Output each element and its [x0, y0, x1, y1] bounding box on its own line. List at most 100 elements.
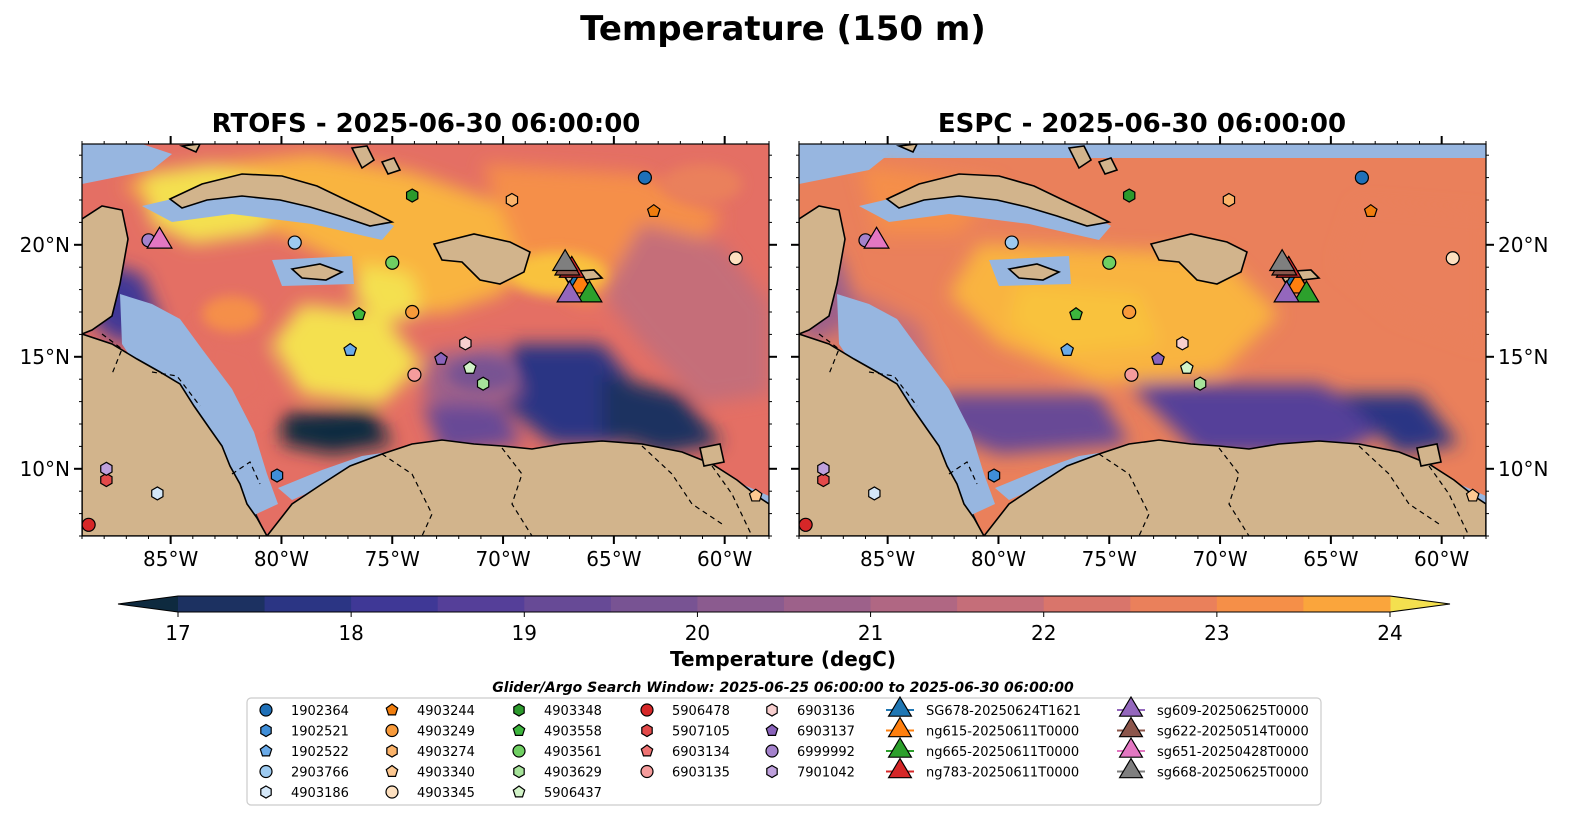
lon-tick-label: 70°W — [475, 547, 530, 571]
colorbar-tick-label: 19 — [512, 621, 537, 645]
legend-item-4903348: 4903348 — [513, 703, 602, 719]
legend-marker — [766, 764, 778, 779]
legend-marker — [1118, 757, 1144, 779]
legend-item-1902522: 1902522 — [259, 744, 349, 760]
legend-item-6999992: 6999992 — [765, 744, 855, 760]
marker-4903561 — [385, 255, 400, 270]
legend-box — [246, 697, 1322, 806]
legend-marker — [513, 703, 525, 717]
legend-marker — [640, 703, 654, 717]
colorbar-segment — [697, 596, 785, 612]
colorbar-segment — [957, 596, 1045, 612]
legend-label: 1902364 — [291, 704, 349, 719]
legend-marker — [887, 716, 913, 738]
legend-label: 6903134 — [672, 745, 730, 760]
marker-1902521 — [270, 468, 284, 483]
lat-tick-label: 10°N — [20, 457, 70, 481]
marker-6903136 — [459, 336, 472, 351]
legend-marker — [887, 736, 913, 758]
lon-tick-label: 65°W — [586, 547, 641, 571]
marker-4903274 — [505, 192, 519, 208]
legend-item-7901042: 7901042 — [766, 764, 855, 781]
lat-tick-label: 20°N — [20, 233, 70, 257]
legend-label: 1902521 — [291, 725, 349, 740]
legend-item-sg651-20250428T0000: sg651-20250428T0000 — [1117, 736, 1309, 760]
marker-1902364 — [637, 170, 652, 185]
legend-marker — [385, 723, 399, 738]
legend-title: Glider/Argo Search Window: 2025-06-25 06… — [492, 680, 1074, 696]
panel-title-espc: ESPC - 2025-06-30 06:00:00 — [938, 109, 1346, 139]
legend-item-1902364: 1902364 — [259, 703, 349, 719]
colorbar-tick-label: 18 — [338, 621, 363, 645]
legend-marker — [385, 703, 399, 716]
marker-4903340 — [748, 488, 763, 502]
legend-marker — [385, 785, 399, 799]
colorbar-segment — [610, 596, 698, 612]
legend-label: 4903348 — [544, 704, 602, 719]
lon-tick-label: 80°W — [971, 547, 1026, 571]
legend-item-SG678-20250624T1621: SG678-20250624T1621 — [886, 695, 1081, 719]
marker-sg609-20250625T0000 — [556, 279, 583, 303]
legend-label: sg609-20250625T0000 — [1157, 704, 1309, 719]
colorbar-segment — [524, 596, 612, 612]
lon-tick-label: 65°W — [1303, 547, 1358, 571]
legend-marker — [512, 785, 526, 798]
colorbar-segment — [1216, 596, 1304, 612]
legend-label: 4903186 — [291, 786, 349, 801]
map-frame — [798, 143, 1487, 537]
legend-marker — [1118, 716, 1144, 738]
legend-label: 4903274 — [417, 745, 475, 760]
colorbar-segment — [870, 596, 958, 612]
marker-5906478 — [82, 517, 96, 532]
legend-item-5906478: 5906478 — [640, 703, 730, 719]
colorbar-extend-low — [118, 596, 178, 612]
marker-4903244 — [646, 203, 661, 218]
legend-marker — [512, 744, 526, 758]
legend-item-2903766: 2903766 — [259, 764, 349, 781]
legend-item-ng783-20250611T0000: ng783-20250611T0000 — [886, 757, 1079, 781]
lat-tick-label: 20°N — [1498, 233, 1548, 257]
legend-item-6903135: 6903135 — [640, 764, 730, 781]
legend-label: 5906478 — [672, 704, 730, 719]
legend-marker — [259, 744, 273, 757]
axis-ticks-espc: 85°W 80°W 75°W 70°W 65°W 60°W 10°N 15°N 20°N — [791, 136, 1548, 571]
map-panel-espc: ESPC - 2025-06-30 06:00:00 — [791, 109, 1548, 571]
legend-item-sg622-20250514T0000: sg622-20250514T0000 — [1117, 716, 1309, 740]
colorbar-tick-label: 21 — [858, 621, 883, 645]
legend-item-4903244: 4903244 — [385, 703, 475, 719]
legend-marker — [260, 785, 272, 799]
legend-marker — [386, 744, 398, 758]
lon-tick-label: 80°W — [254, 547, 309, 571]
legend-item-1902521: 1902521 — [260, 723, 349, 740]
legend-label: 4903340 — [417, 766, 475, 781]
marker-sg609-20250625T0000 — [1273, 279, 1300, 303]
legend-marker — [765, 744, 779, 758]
marker-ng665-20250611T0000 — [1293, 279, 1320, 303]
legend-item-6903137: 6903137 — [765, 723, 855, 740]
legend-marker — [1118, 736, 1144, 758]
colorbar-segment — [178, 596, 266, 612]
colorbar-tick-label: 17 — [165, 621, 190, 645]
map-panel-rtofs: RTOFS - 2025-06-30 06:00:00 — [20, 109, 777, 571]
marker-7901042 — [100, 461, 113, 476]
marker-7901042 — [817, 461, 830, 476]
legend-label: 6903136 — [797, 704, 855, 719]
colorbar-segment — [784, 596, 872, 612]
legend-label: 6903137 — [797, 725, 855, 740]
colorbar-tick-label: 22 — [1031, 621, 1056, 645]
lon-tick-label: 75°W — [1082, 547, 1137, 571]
colorbar-segment — [1130, 596, 1218, 612]
legend-marker — [887, 757, 913, 779]
marker-1902522 — [343, 342, 358, 356]
legend-item-ng615-20250611T0000: ng615-20250611T0000 — [886, 716, 1079, 740]
legend-label: 5906437 — [544, 786, 602, 801]
lon-tick-label: 60°W — [697, 547, 752, 571]
marker-5906437 — [462, 360, 477, 374]
legend-item-5906437: 5906437 — [512, 785, 602, 801]
legend-label: sg668-20250625T0000 — [1157, 766, 1309, 781]
legend-marker — [260, 723, 272, 738]
legend-label: 4903249 — [417, 725, 475, 740]
legend-item-4903186: 4903186 — [260, 785, 349, 801]
legend-label: sg651-20250428T0000 — [1157, 745, 1309, 760]
legend-label: 4903561 — [544, 745, 602, 760]
